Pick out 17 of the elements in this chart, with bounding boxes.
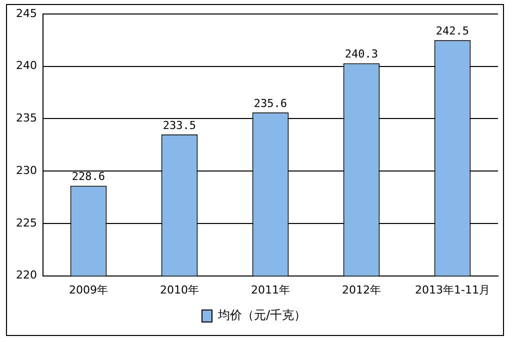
data-label: 242.5: [436, 24, 470, 38]
x-tick-label: 2010年: [160, 283, 199, 296]
x-tick-label: 2009年: [68, 283, 108, 296]
y-tick-label: 230: [16, 164, 37, 177]
y-tick-label: 235: [16, 112, 37, 125]
y-tick-label: 245: [16, 6, 37, 20]
data-label: 228.6: [72, 170, 106, 184]
x-tick-label: 2013年1-11月: [415, 283, 490, 296]
data-label: 235.6: [254, 96, 288, 110]
x-tick-label: 2011年: [251, 283, 290, 296]
y-tick-label: 225: [16, 216, 37, 230]
x-tick-label: 2012年: [342, 283, 381, 296]
data-label: 240.3: [344, 48, 378, 61]
y-tick-label: 240: [16, 59, 37, 72]
legend-label: 均价（元/千克）: [216, 308, 306, 322]
data-label: 233.5: [162, 118, 196, 132]
y-tick-label: 220: [16, 268, 37, 282]
